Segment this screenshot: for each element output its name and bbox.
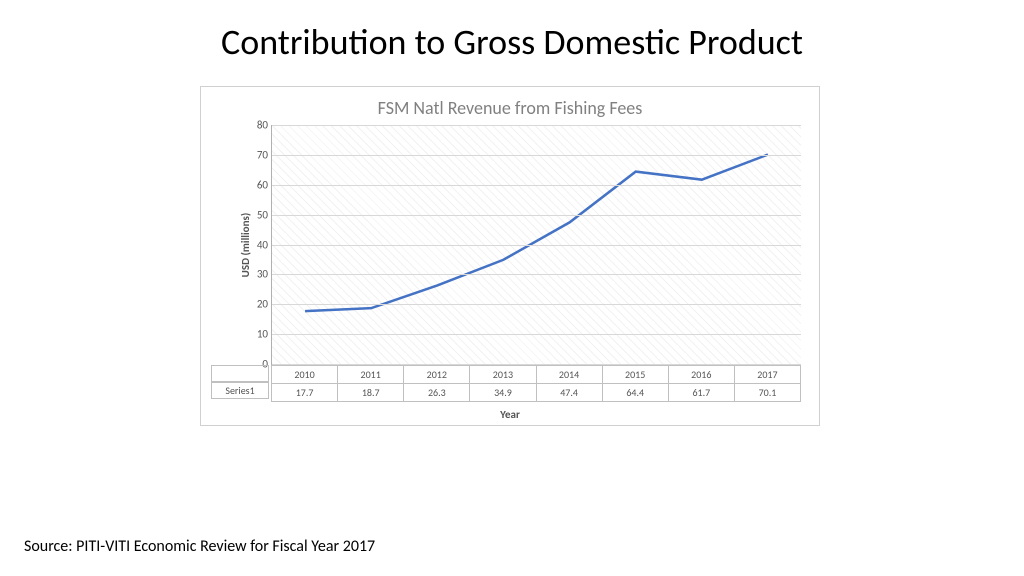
category-cell: 2012 — [404, 366, 470, 384]
y-tick-label: 40 — [242, 238, 268, 251]
y-tick-label: 20 — [242, 298, 268, 311]
chart-title: FSM Natl Revenue from Fishing Fees — [201, 87, 819, 125]
gridline — [272, 245, 801, 246]
y-tick-label: 70 — [242, 148, 268, 161]
category-cell: 2011 — [338, 366, 404, 384]
y-tick-label: 10 — [242, 328, 268, 341]
value-cell: 34.9 — [470, 384, 536, 402]
value-cell: 17.7 — [272, 384, 338, 402]
value-cell: 70.1 — [734, 384, 800, 402]
chart-body: USD (millions) 01020304050607080 — [271, 125, 801, 365]
slide-title: Contribution to Gross Domestic Product — [0, 20, 1024, 64]
gridline — [272, 274, 801, 275]
y-tick-label: 30 — [242, 268, 268, 281]
value-cell: 47.4 — [536, 384, 602, 402]
plot-area: 01020304050607080 — [271, 125, 801, 365]
source-citation: Source: PITI-VITI Economic Review for Fi… — [24, 537, 375, 556]
value-cell: 64.4 — [602, 384, 668, 402]
y-tick-label: 50 — [242, 208, 268, 221]
category-cell: 2015 — [602, 366, 668, 384]
x-axis-label: Year — [201, 408, 819, 421]
gridline — [272, 185, 801, 186]
category-cell: 2016 — [668, 366, 734, 384]
category-cell: 2010 — [272, 366, 338, 384]
category-cell: 2014 — [536, 366, 602, 384]
data-table-wrap: 20102011201220132014201520162017 17.718.7… — [201, 365, 819, 402]
data-table: 20102011201220132014201520162017 17.718.7… — [271, 365, 801, 402]
gridline — [272, 304, 801, 305]
category-cell: 2017 — [734, 366, 800, 384]
value-cell: 26.3 — [404, 384, 470, 402]
value-cell: 18.7 — [338, 384, 404, 402]
y-tick-label: 60 — [242, 178, 268, 191]
series-label-empty — [211, 365, 269, 382]
gridline — [272, 215, 801, 216]
chart-container: FSM Natl Revenue from Fishing Fees USD (… — [200, 86, 820, 426]
gridline — [272, 334, 801, 335]
category-cell: 2013 — [470, 366, 536, 384]
gridline — [272, 155, 801, 156]
value-cell: 61.7 — [668, 384, 734, 402]
series-label: Series1 — [211, 382, 269, 399]
y-tick-label: 80 — [242, 119, 268, 132]
gridline — [272, 125, 801, 126]
